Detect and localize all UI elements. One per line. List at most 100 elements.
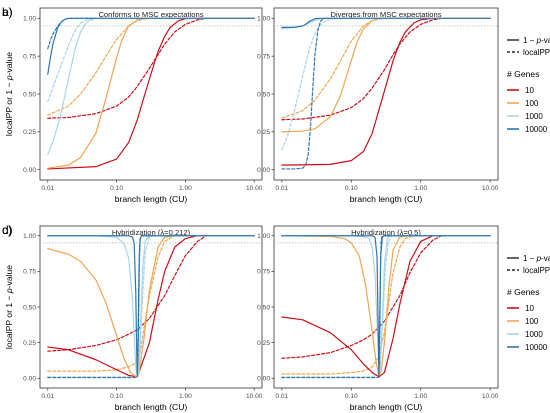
- y-tick-label: 0.50: [23, 91, 36, 98]
- x-tick-label: 1.00: [414, 185, 427, 192]
- x-tick-label: 0.10: [110, 393, 123, 400]
- y-tick-label: 0.50: [23, 304, 36, 311]
- x-tick-label: 10.00: [482, 185, 499, 192]
- x-tick-label: 0.10: [345, 185, 358, 192]
- x-tick-label: 0.01: [41, 393, 54, 400]
- series-line-100-genes-pvalue: [281, 235, 491, 377]
- y-axis-title-prefix: localPP or 1 −: [4, 293, 14, 349]
- legend-genes-title: # Genes: [507, 287, 540, 297]
- series-line-10-genes-localpp: [281, 17, 491, 121]
- y-axis-title-p: p: [4, 75, 14, 81]
- y-tick-label: 0.25: [23, 129, 36, 136]
- series-group: [281, 235, 491, 379]
- legend-dashed-label: localPP: [523, 266, 550, 275]
- x-axis-title: branch length (CU): [350, 402, 423, 412]
- x-tick-label: 1.00: [179, 393, 192, 400]
- x-axis-title: branch length (CU): [115, 194, 188, 204]
- series-line-1000-genes-pvalue: [47, 235, 255, 378]
- panel-d: d) Hybridization (λ=0.5) 0.00 0.25 0.50 0.75 1…: [2, 223, 499, 412]
- legend-solid-label: 1 − p-value: [523, 36, 550, 45]
- legend-genes-label-100: 100: [525, 99, 539, 108]
- x-tick-label: 10.00: [246, 185, 263, 192]
- series-line-1000-genes-pvalue: [47, 17, 255, 156]
- x-tick-label: 1.00: [414, 393, 427, 400]
- panel-b: b) Diverges from MSC expectations 0.00 0.25…: [2, 5, 499, 204]
- legend-genes-label-100: 100: [525, 317, 539, 326]
- series-line-10-genes-localpp: [47, 235, 255, 352]
- legend-genes-label-10: 10: [525, 86, 534, 95]
- panel-letter: b): [2, 5, 13, 19]
- series-line-10000-genes-localpp: [47, 235, 255, 379]
- y-tick-label: 0.00: [257, 376, 270, 383]
- series-line-10-genes-pvalue: [281, 235, 491, 378]
- legend-genes-label-10: 10: [525, 304, 534, 313]
- y-tick-label: 0.25: [257, 340, 270, 347]
- series-line-10000-genes-pvalue: [281, 17, 491, 28]
- legend-genes-label-1000: 1000: [525, 112, 543, 121]
- legend-genes-label-1000: 1000: [525, 330, 543, 339]
- x-tick-label: 0.10: [345, 393, 358, 400]
- series-line-10000-genes-pvalue: [47, 17, 255, 75]
- y-tick-label: 0.25: [257, 129, 270, 136]
- series-line-100-genes-localpp: [47, 235, 255, 372]
- y-tick-label: 0.00: [257, 167, 270, 174]
- y-tick-label: 0.25: [23, 340, 36, 347]
- y-tick-label: 0.50: [257, 91, 270, 98]
- legend-genes-title: # Genes: [507, 69, 540, 79]
- series-line-10000-genes-localpp: [281, 235, 491, 379]
- y-axis-title: localPP or 1 − p-value: [4, 52, 14, 136]
- y-tick-label: 1.00: [23, 16, 36, 23]
- y-tick-label: 1.00: [257, 233, 270, 240]
- legend-solid-prefix: 1 −: [523, 36, 537, 45]
- panel-title: Diverges from MSC expectations: [331, 10, 442, 19]
- legend-genes-label-10000: 10000: [525, 125, 548, 134]
- x-tick-label: 0.01: [275, 393, 288, 400]
- x-tick-label: 1.00: [179, 185, 192, 192]
- legend-dashed-label: localPP: [523, 48, 550, 57]
- series-group: [47, 235, 255, 379]
- y-tick-label: 1.00: [257, 16, 270, 23]
- series-line-100-genes-pvalue: [47, 17, 255, 169]
- y-tick-label: 1.00: [23, 233, 36, 240]
- panel-letter: a): [2, 5, 13, 19]
- y-axis-title-p: p: [4, 288, 14, 294]
- y-tick-label: 0.00: [23, 376, 36, 383]
- series-line-100-genes-localpp: [281, 235, 491, 375]
- series-group: [47, 17, 255, 170]
- x-tick-label: 10.00: [482, 393, 499, 400]
- y-axis-title-prefix: localPP or 1 −: [4, 80, 14, 136]
- series-line-10-genes-pvalue: [47, 17, 255, 170]
- legend-row-1: 1 − p-value localPP # Genes 10 100 1000 10000: [507, 36, 550, 134]
- legend-solid-p: p: [536, 254, 542, 263]
- x-tick-label: 0.01: [41, 185, 54, 192]
- legend-row-2: 1 − p-value localPP # Genes 10 100 1000 10000: [507, 254, 550, 352]
- series-line-10000-genes-pvalue: [47, 235, 255, 378]
- panel-title: Hybridization (λ=0.5): [351, 228, 421, 237]
- x-tick-label: 0.10: [110, 185, 123, 192]
- panel-title: Conforms to MSC expectations: [98, 10, 203, 19]
- series-group: [281, 17, 491, 170]
- series-line-10-genes-localpp: [47, 17, 255, 119]
- x-axis-title: branch length (CU): [350, 194, 423, 204]
- legend-solid-label: 1 − p-value: [523, 254, 550, 263]
- legend-solid-suffix: -value: [541, 254, 550, 263]
- panel-letter: d): [2, 223, 13, 237]
- panel-c: c) Hybridization (λ=0.212) 0.00 0.25 0.50 0.7…: [2, 223, 263, 412]
- panel-frame: [39, 225, 263, 389]
- series-line-100-genes-localpp: [281, 17, 491, 119]
- series-line-1000-genes-localpp: [47, 235, 255, 378]
- y-tick-label: 0.75: [23, 269, 36, 276]
- series-line-10-genes-pvalue: [281, 17, 491, 166]
- series-line-10-genes-localpp: [281, 235, 491, 359]
- x-axis-title: branch length (CU): [115, 402, 188, 412]
- x-tick-label: 0.01: [275, 185, 288, 192]
- legend-solid-suffix: -value: [541, 36, 550, 45]
- series-line-10000-genes-localpp: [281, 17, 491, 170]
- legend-solid-p: p: [536, 36, 542, 45]
- y-axis-title-suffix: -value: [4, 52, 14, 76]
- series-line-10000-genes-pvalue: [281, 235, 491, 378]
- series-line-1000-genes-localpp: [47, 17, 255, 103]
- series-line-10000-genes-localpp: [47, 17, 255, 50]
